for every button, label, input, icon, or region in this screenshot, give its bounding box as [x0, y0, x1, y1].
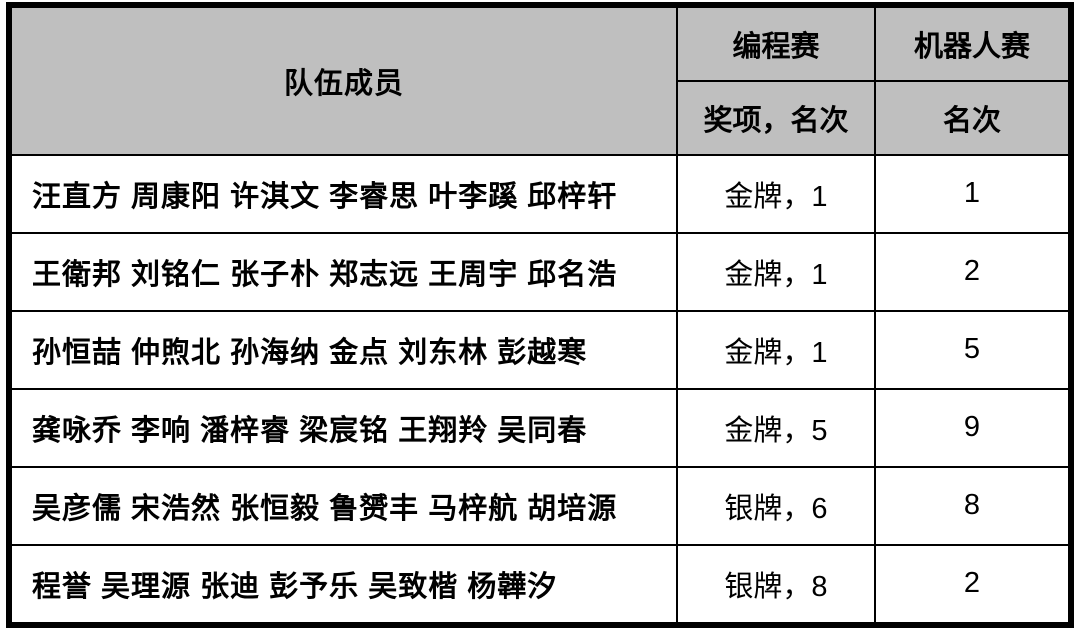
results-table: 队伍成员 编程赛 机器人赛 奖项，名次 名次 汪直方 周康阳 许淇文 李睿思 叶… [10, 6, 1070, 624]
cell-prog: 金牌，1 [677, 233, 875, 311]
table-row: 汪直方 周康阳 许淇文 李睿思 叶李蹊 邱梓轩 金牌，1 1 [11, 155, 1069, 233]
header-robot-sub: 名次 [875, 81, 1069, 155]
results-table-container: 队伍成员 编程赛 机器人赛 奖项，名次 名次 汪直方 周康阳 许淇文 李睿思 叶… [6, 2, 1074, 628]
header-robot: 机器人赛 [875, 7, 1069, 81]
cell-robot: 9 [875, 389, 1069, 467]
header-members: 队伍成员 [11, 7, 677, 155]
cell-prog: 金牌，1 [677, 155, 875, 233]
cell-members: 王衛邦 刘铭仁 张子朴 郑志远 王周宇 邱名浩 [11, 233, 677, 311]
cell-members: 汪直方 周康阳 许淇文 李睿思 叶李蹊 邱梓轩 [11, 155, 677, 233]
table-row: 王衛邦 刘铭仁 张子朴 郑志远 王周宇 邱名浩 金牌，1 2 [11, 233, 1069, 311]
header-row-top: 队伍成员 编程赛 机器人赛 [11, 7, 1069, 81]
cell-prog: 金牌，5 [677, 389, 875, 467]
table-row: 孙恒喆 仲煦北 孙海纳 金点 刘东林 彭越寒 金牌，1 5 [11, 311, 1069, 389]
cell-prog: 金牌，1 [677, 311, 875, 389]
cell-members: 吴彦儒 宋浩然 张恒毅 鲁赟丰 马梓航 胡培源 [11, 467, 677, 545]
cell-members: 程誉 吴理源 张迪 彭予乐 吴致楷 杨韡汐 [11, 545, 677, 623]
cell-members: 龚咏乔 李响 潘梓睿 梁宸铭 王翔羚 吴同春 [11, 389, 677, 467]
cell-members: 孙恒喆 仲煦北 孙海纳 金点 刘东林 彭越寒 [11, 311, 677, 389]
cell-robot: 8 [875, 467, 1069, 545]
table-row: 龚咏乔 李响 潘梓睿 梁宸铭 王翔羚 吴同春 金牌，5 9 [11, 389, 1069, 467]
cell-robot: 5 [875, 311, 1069, 389]
cell-robot: 1 [875, 155, 1069, 233]
header-prog-sub: 奖项，名次 [677, 81, 875, 155]
table-body: 汪直方 周康阳 许淇文 李睿思 叶李蹊 邱梓轩 金牌，1 1 王衛邦 刘铭仁 张… [11, 155, 1069, 623]
table-row: 程誉 吴理源 张迪 彭予乐 吴致楷 杨韡汐 银牌，8 2 [11, 545, 1069, 623]
cell-prog: 银牌，8 [677, 545, 875, 623]
table-row: 吴彦儒 宋浩然 张恒毅 鲁赟丰 马梓航 胡培源 银牌，6 8 [11, 467, 1069, 545]
header-programming: 编程赛 [677, 7, 875, 81]
table-header: 队伍成员 编程赛 机器人赛 奖项，名次 名次 [11, 7, 1069, 155]
cell-prog: 银牌，6 [677, 467, 875, 545]
cell-robot: 2 [875, 233, 1069, 311]
cell-robot: 2 [875, 545, 1069, 623]
